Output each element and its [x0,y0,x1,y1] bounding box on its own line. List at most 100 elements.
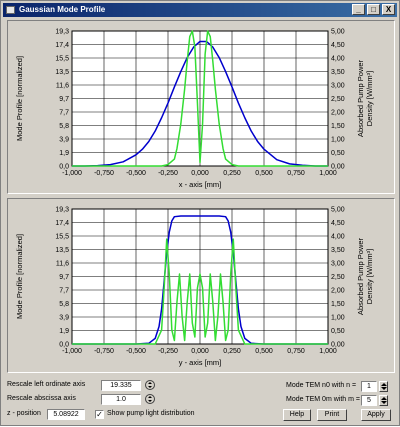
y-tick-label: 3,9 [59,137,69,144]
mode-profile-line [72,40,328,167]
x-axis-chart-panel: -1,000 -0,750 -0,500 -0,250 0,000 0,250 0,500 0… [7,20,395,194]
y2-tick-label: 2,00 [331,288,345,295]
y2-tick-label: 2,50 [331,274,345,281]
apply-button[interactable]: Apply [361,409,391,421]
y-tick-label: 19,3 [55,29,69,36]
y2-tick-label: 0,00 [331,164,345,171]
y2-tick-label: 4,50 [331,42,345,49]
minimize-button[interactable]: _ [352,4,365,15]
x-axis-mode-profile-chart: -1,000 -0,750 -0,500 -0,250 0,000 0,250 0,500 0… [15,29,374,190]
controls-panel: Rescale left ordinate axis 19.335 Rescal… [1,377,400,427]
y2-tick-label: 0,50 [331,328,345,335]
y2-axis-label: Absorbed Pump PowerDensity [W/mm³] [356,59,374,137]
y-tick-label: 17,4 [55,42,69,49]
y-tick-label: 13,5 [55,247,69,254]
y2-tick-label: 0,50 [331,150,345,157]
y-tick-label: 19,3 [55,207,69,214]
y-tick-label: 5,8 [59,301,69,308]
x-tick-label: -0,500 [126,348,146,355]
y-axis-label: Mode Profile [normalized] [15,234,24,319]
x-tick-label: 0,250 [223,170,241,177]
y2-tick-label: 4,00 [331,234,345,241]
y-tick-label: 11,6 [56,83,69,90]
y-tick-label: 0,0 [59,342,69,349]
title-bar[interactable]: Gaussian Mode Profile _ □ X [3,3,397,17]
x-tick-label: 1,000 [319,170,337,177]
z-position-input[interactable]: 5.08922 [47,409,85,420]
y-tick-label: 7,7 [59,288,69,295]
x-tick-label: -0,250 [158,348,178,355]
x-tick-label: -0,250 [158,170,178,177]
mode-0m-spinner[interactable] [379,395,388,406]
x-tick-label: 0,250 [223,348,241,355]
rescale-abscissa-spinner[interactable] [145,394,155,404]
y-tick-label: 15,5 [55,234,69,241]
y2-axis-label-line1: Absorbed Pump Power [356,237,365,315]
app-icon [6,6,15,14]
y-axis-mode-profile-chart: -1,000 -0,750 -0,500 -0,250 0,000 0,250 0,500 0… [15,207,374,368]
x-tick-label: 0,500 [255,170,273,177]
window-title: Gaussian Mode Profile [19,5,106,14]
x-axis-label: x - axis [mm] [179,180,222,189]
z-position-label: z - position [7,410,41,417]
y-tick-label: 13,5 [55,69,69,76]
rescale-ordinate-label: Rescale left ordinate axis [7,381,86,388]
mode-0m-input[interactable]: 5 [361,395,377,406]
x-tick-label: 0,750 [287,170,305,177]
y-tick-label: 15,5 [55,56,69,63]
y2-tick-label: 3,50 [331,247,345,254]
y-tick-label: 5,8 [59,123,69,130]
x-axis-label: y - axis [mm] [179,358,222,367]
mode-0m-label: Mode TEM 0m with m = [286,396,360,403]
x-tick-label: -0,500 [126,170,146,177]
x-tick-label: -0,750 [94,348,114,355]
y2-tick-label: 2,00 [331,110,345,117]
plot-frame [71,208,329,345]
y-tick-label: 0,0 [59,164,69,171]
x-tick-label: -1,000 [62,348,82,355]
y2-tick-label: 3,50 [331,69,345,76]
mode-profile-line [72,215,328,345]
x-tick-label: -0,750 [94,170,114,177]
rescale-ordinate-spinner[interactable] [145,380,155,390]
y-tick-label: 9,7 [59,274,69,281]
y2-tick-label: 5,00 [331,29,345,36]
close-button[interactable]: X [382,4,395,15]
maximize-button[interactable]: □ [367,4,380,15]
mode-n0-label: Mode TEM n0 with n = [286,382,357,389]
y2-tick-label: 1,50 [331,123,345,130]
y2-tick-label: 0,00 [331,342,345,349]
x-tick-label: 0,000 [191,348,209,355]
y2-tick-label: 3,00 [331,261,345,268]
y2-axis-label-line2: Density [W/mm³] [365,71,374,126]
x-tick-label: 1,000 [319,348,337,355]
help-button[interactable]: Help [283,409,311,421]
y-tick-label: 17,4 [55,220,69,227]
y-tick-label: 1,9 [59,150,69,157]
y2-tick-label: 5,00 [331,207,345,214]
pump-power-line [72,30,328,167]
y2-axis-label-line2: Density [W/mm³] [365,249,374,304]
y-tick-label: 11,6 [56,261,69,268]
y2-tick-label: 4,00 [331,56,345,63]
rescale-abscissa-label: Rescale abscissa axis [7,395,76,402]
y2-tick-label: 1,50 [331,301,345,308]
y2-axis-label-line1: Absorbed Pump Power [356,59,365,137]
x-tick-label: 0,500 [255,348,273,355]
rescale-ordinate-input[interactable]: 19.335 [101,380,141,391]
rescale-abscissa-input[interactable]: 1.0 [101,394,141,405]
y2-tick-label: 4,50 [331,220,345,227]
show-pump-checkbox[interactable]: ✓ [95,410,104,419]
y-axis-label: Mode Profile [normalized] [15,56,24,141]
y2-tick-label: 1,00 [331,137,345,144]
print-button[interactable]: Print [317,409,347,421]
y2-tick-label: 3,00 [331,83,345,90]
y-tick-label: 7,7 [59,110,69,117]
show-pump-label: Show pump light distribution [107,410,195,417]
mode-n0-input[interactable]: 1 [361,381,377,392]
y-tick-label: 3,9 [59,315,69,322]
y2-tick-label: 1,00 [331,315,345,322]
mode-n0-spinner[interactable] [379,381,388,392]
y2-axis-label: Absorbed Pump PowerDensity [W/mm³] [356,237,374,315]
